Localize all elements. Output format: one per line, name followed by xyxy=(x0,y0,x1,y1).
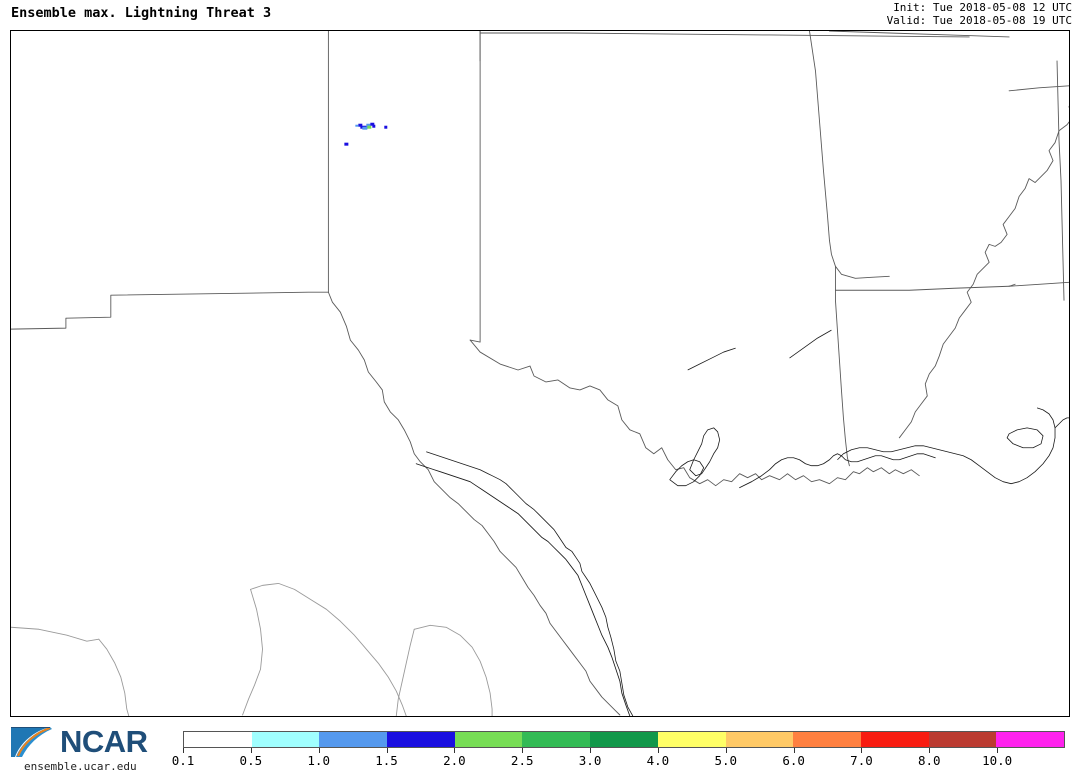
colorbar-tick-1 xyxy=(250,748,252,753)
colorbar-tick-7 xyxy=(657,748,659,753)
colorbar-tick-label-5: 2.5 xyxy=(510,753,534,768)
ar-mo-border xyxy=(829,31,1010,38)
mississippi-river-border xyxy=(898,105,1069,439)
tx-ar-la-border xyxy=(829,239,890,279)
colorbar-tick-12 xyxy=(997,748,999,753)
colorbar-tick-label-11: 8.0 xyxy=(918,753,941,768)
colorbar-tick-3 xyxy=(386,748,388,753)
colorbar-segment-1 xyxy=(251,732,320,747)
mexico-state-line-2 xyxy=(98,638,130,716)
rio-grande-border xyxy=(327,291,621,716)
mexico-state-line-3 xyxy=(11,626,100,642)
colorbar-segment-7 xyxy=(657,732,726,747)
map-panel[interactable] xyxy=(10,30,1070,717)
colorbar-tick-label-6: 3.0 xyxy=(578,753,602,768)
colorbar-segment-8 xyxy=(725,732,794,747)
colorbar-labels: 0.1 0.5 1.0 1.5 2.0 2.5 3.0 4.0 5.0 6.0 7.0 8.0 10.0 xyxy=(172,753,1065,773)
colorbar-tick-label-7: 4.0 xyxy=(646,753,670,768)
detailed-gulf-coastline xyxy=(426,329,832,716)
colorbar-segment-5 xyxy=(522,732,591,747)
barrier-island-1 xyxy=(687,347,736,371)
colorbar-tick-label-2: 1.0 xyxy=(307,753,330,768)
colorbar-tick-label-4: 2.0 xyxy=(443,753,466,768)
lightning-threat-field xyxy=(344,122,388,146)
colorbar-segment-3 xyxy=(387,732,455,747)
colorbar-tick-label-8: 5.0 xyxy=(714,753,738,768)
colorbar-segment-11 xyxy=(928,732,997,747)
plot-header: Ensemble max. Lightning Threat 3 Init: T… xyxy=(0,0,1080,30)
colorbar-tick-label-10: 7.0 xyxy=(850,753,873,768)
colorbar-tick-label-3: 1.5 xyxy=(375,753,398,768)
map-canvas xyxy=(11,31,1069,716)
ms-al-border xyxy=(1056,60,1065,301)
state-boundaries xyxy=(11,31,1069,716)
tx-panhandle-north xyxy=(469,31,481,343)
texas-gulf-coast xyxy=(415,463,631,716)
mobile-bay xyxy=(1054,417,1069,429)
timestamp-block: Init: Tue 2018-05-08 12 UTC Valid: Tue 2… xyxy=(886,1,1072,27)
colorbar-segment-0 xyxy=(184,732,252,747)
lightning-blob-southwest xyxy=(344,142,349,146)
mexico-state-line-1 xyxy=(242,588,263,716)
red-river-border xyxy=(469,339,920,487)
mexico-state-line-6 xyxy=(395,628,415,716)
colorbar-tick-10 xyxy=(861,748,863,753)
colorbar[interactable]: 0.1 0.5 1.0 1.5 2.0 2.5 3.0 4.0 5.0 6.0 7.0 8.0 10.0 xyxy=(172,731,1065,775)
bay-detail-1 xyxy=(669,459,705,487)
ncar-logo[interactable]: NCAR ensemble.ucar.edu xyxy=(8,723,168,775)
lightning-blob-main xyxy=(355,122,376,130)
colorbar-segment-10 xyxy=(860,732,929,747)
colorbar-segment-2 xyxy=(319,732,388,747)
colorbar-strip xyxy=(183,731,1065,748)
coastline xyxy=(415,453,936,716)
colorbar-ticks xyxy=(183,748,1065,754)
colorbar-tick-label-1: 0.5 xyxy=(239,753,263,768)
colorbar-tick-6 xyxy=(590,748,592,753)
colorbar-segment-12 xyxy=(996,732,1064,747)
lightning-blob-east xyxy=(384,125,388,129)
colorbar-segment-4 xyxy=(454,732,523,747)
ok-panhandle-north xyxy=(479,32,970,38)
lake-ponchartrain xyxy=(1006,427,1044,449)
colorbar-tick-11 xyxy=(929,748,931,753)
louisiana-coastline xyxy=(837,407,1069,485)
mexico-state-line-4 xyxy=(250,582,407,716)
galveston-bay xyxy=(689,427,721,477)
colorbar-tick-0 xyxy=(183,748,184,753)
tn-ms-border xyxy=(1008,85,1069,92)
colorbar-tick-2 xyxy=(318,748,320,753)
init-time: Init: Tue 2018-05-08 12 UTC xyxy=(893,1,1072,14)
ar-la-border xyxy=(834,285,1010,291)
mexico-state-line-5 xyxy=(413,624,493,716)
colorbar-segment-6 xyxy=(590,732,658,747)
colorbar-tick-label-0: 0.1 xyxy=(171,753,195,768)
colorbar-tick-label-9: 6.0 xyxy=(782,753,805,768)
colorbar-segment-9 xyxy=(793,732,861,747)
colorbar-tick-8 xyxy=(725,748,727,753)
la-coast xyxy=(837,407,1056,485)
barrier-island-2 xyxy=(789,329,832,359)
la-ms-south xyxy=(1008,281,1069,287)
plot-footer: NCAR ensemble.ucar.edu 0.1 0.5 1.0 1.5 2.0 2.… xyxy=(0,717,1080,781)
coast-main xyxy=(426,451,634,716)
tx-la-vertical xyxy=(834,265,850,467)
colorbar-tick-4 xyxy=(454,748,456,753)
ncar-logo-mark xyxy=(11,727,52,757)
colorbar-tick-9 xyxy=(793,748,795,753)
gulf-coast-louisiana xyxy=(739,453,936,489)
ncar-url-label: ensemble.ucar.edu xyxy=(24,760,137,773)
colorbar-tick-5 xyxy=(522,748,524,753)
valid-time: Valid: Tue 2018-05-08 19 UTC xyxy=(886,13,1072,27)
page-title: Ensemble max. Lightning Threat 3 xyxy=(11,5,272,21)
nm-south-border xyxy=(11,291,329,330)
colorbar-tick-label-12: 10.0 xyxy=(982,753,1013,768)
ncar-wordmark: NCAR xyxy=(60,724,148,759)
ok-east-border xyxy=(809,31,830,241)
